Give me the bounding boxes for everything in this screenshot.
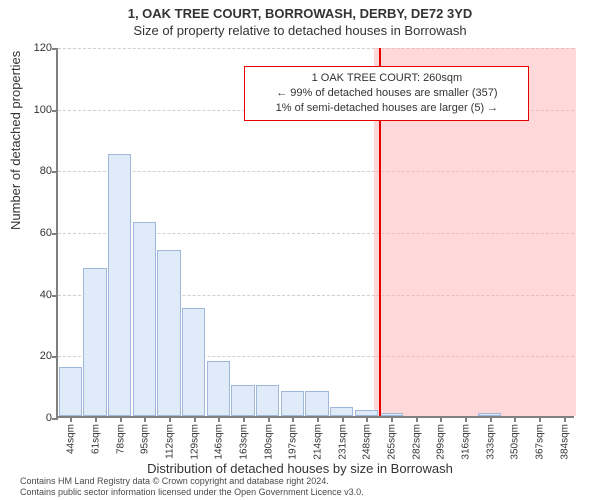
chart-titles: 1, OAK TREE COURT, BORROWASH, DERBY, DE7… <box>0 0 600 38</box>
x-tick-mark <box>144 416 146 422</box>
histogram-bar <box>305 391 328 416</box>
y-tick-label: 0 <box>46 412 58 424</box>
x-tick-label: 299sqm <box>434 424 447 460</box>
y-tick-label: 40 <box>40 289 58 301</box>
histogram-bar <box>133 222 156 416</box>
histogram-bar <box>256 385 279 416</box>
histogram-bar <box>330 407 353 416</box>
x-tick-label: 333sqm <box>483 424 496 460</box>
plot-region: 02040608010012044sqm61sqm78sqm95sqm112sq… <box>56 48 574 418</box>
x-tick-mark <box>317 416 319 422</box>
x-axis-label: Distribution of detached houses by size … <box>0 461 600 476</box>
x-tick-label: 282sqm <box>409 424 422 460</box>
x-tick-mark <box>416 416 418 422</box>
x-tick-mark <box>366 416 368 422</box>
histogram-bar <box>108 154 131 416</box>
x-tick-label: 384sqm <box>557 424 570 460</box>
x-tick-label: 78sqm <box>113 424 126 454</box>
footer-line-1: Contains HM Land Registry data © Crown c… <box>20 476 364 487</box>
title-subtitle: Size of property relative to detached ho… <box>0 23 600 38</box>
x-tick-label: 180sqm <box>261 424 274 460</box>
x-tick-label: 248sqm <box>360 424 373 460</box>
x-tick-mark <box>194 416 196 422</box>
x-tick-label: 214sqm <box>311 424 324 460</box>
histogram-bar <box>157 250 180 417</box>
y-tick-label: 120 <box>34 42 58 54</box>
x-tick-label: 44sqm <box>64 424 77 454</box>
x-tick-label: 197sqm <box>286 424 299 460</box>
x-tick-label: 316sqm <box>459 424 472 460</box>
x-tick-mark <box>243 416 245 422</box>
x-tick-mark <box>120 416 122 422</box>
x-tick-mark <box>95 416 97 422</box>
x-tick-label: 146sqm <box>212 424 225 460</box>
y-axis-label: Number of detached properties <box>8 51 23 230</box>
chart-area: 02040608010012044sqm61sqm78sqm95sqm112sq… <box>56 48 574 418</box>
callout-line-3: 1% of semi-detached houses are larger (5… <box>253 101 520 116</box>
x-tick-mark <box>539 416 541 422</box>
histogram-bar <box>59 367 82 416</box>
x-tick-mark <box>169 416 171 422</box>
x-tick-mark <box>292 416 294 422</box>
x-tick-label: 112sqm <box>163 424 176 459</box>
x-tick-label: 231sqm <box>335 424 348 460</box>
x-tick-mark <box>391 416 393 422</box>
histogram-bar <box>182 308 205 416</box>
x-tick-label: 350sqm <box>508 424 521 460</box>
callout-line-2: ← 99% of detached houses are smaller (35… <box>253 86 520 101</box>
chart-footer: Contains HM Land Registry data © Crown c… <box>20 476 364 498</box>
histogram-bar <box>281 391 304 416</box>
x-tick-mark <box>490 416 492 422</box>
x-tick-label: 163sqm <box>237 424 250 460</box>
histogram-bar <box>231 385 254 416</box>
callout-line-1: 1 OAK TREE COURT: 260sqm <box>253 71 520 86</box>
y-tick-label: 80 <box>40 165 58 177</box>
callout-box: 1 OAK TREE COURT: 260sqm← 99% of detache… <box>244 66 529 121</box>
histogram-bar <box>207 361 230 417</box>
x-tick-label: 129sqm <box>187 424 200 460</box>
histogram-bar <box>83 268 106 416</box>
x-tick-mark <box>465 416 467 422</box>
x-tick-label: 367sqm <box>533 424 546 460</box>
x-tick-mark <box>70 416 72 422</box>
x-tick-mark <box>514 416 516 422</box>
y-tick-label: 100 <box>34 104 58 116</box>
x-tick-label: 95sqm <box>138 424 151 454</box>
x-tick-mark <box>268 416 270 422</box>
title-address: 1, OAK TREE COURT, BORROWASH, DERBY, DE7… <box>0 6 600 21</box>
y-tick-label: 20 <box>40 350 58 362</box>
x-tick-mark <box>564 416 566 422</box>
y-tick-label: 60 <box>40 227 58 239</box>
x-tick-mark <box>342 416 344 422</box>
x-tick-mark <box>440 416 442 422</box>
x-tick-mark <box>218 416 220 422</box>
x-tick-label: 265sqm <box>385 424 398 460</box>
footer-line-2: Contains public sector information licen… <box>20 487 364 498</box>
x-tick-label: 61sqm <box>89 424 102 454</box>
